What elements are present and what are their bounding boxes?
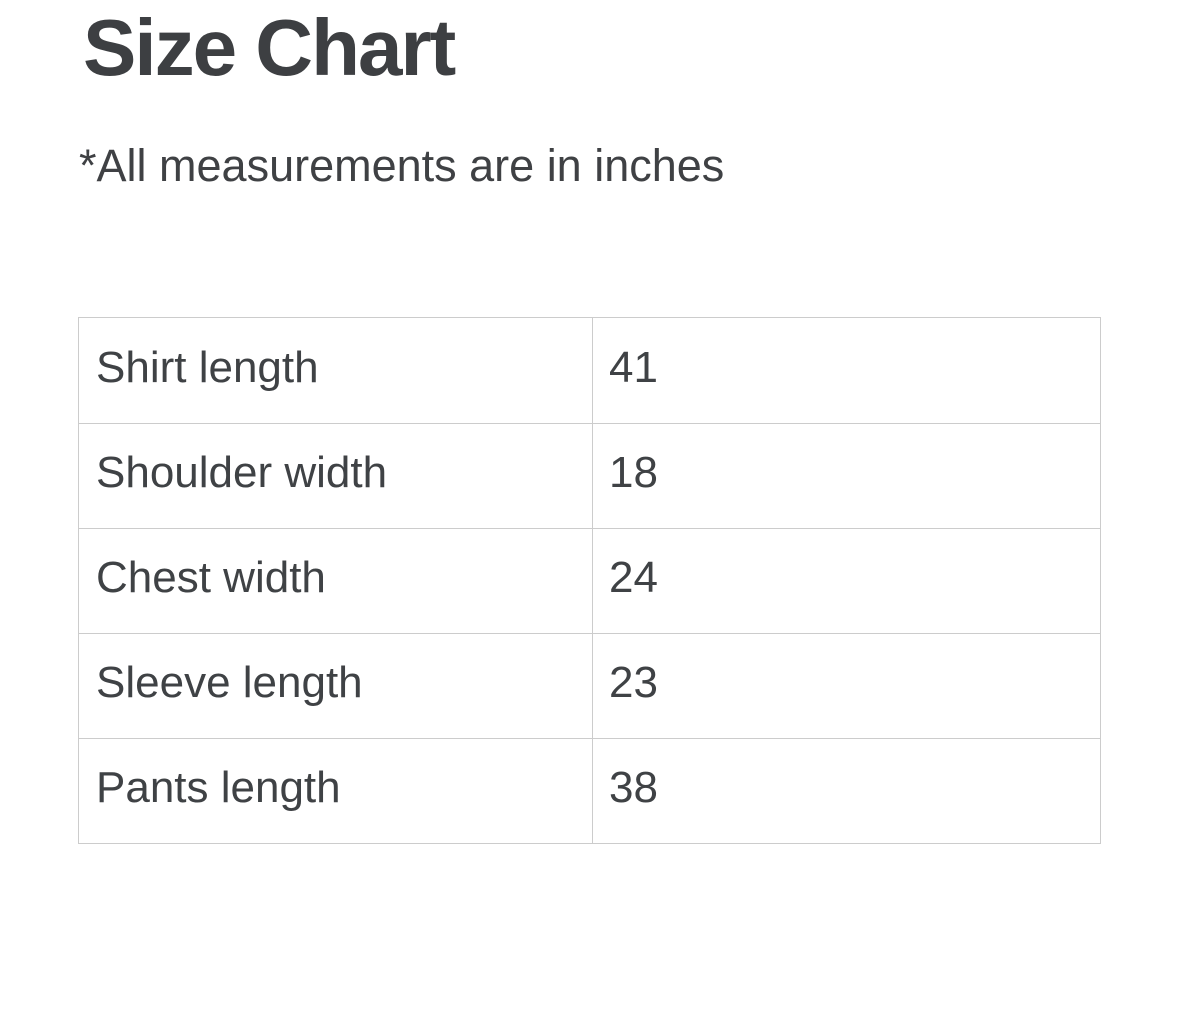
- measurement-value: 18: [609, 448, 658, 497]
- table-row: Shirt length 41: [79, 318, 1100, 423]
- measurement-label: Pants length: [96, 763, 341, 812]
- table-row: Chest width 24: [79, 528, 1100, 633]
- measurement-label-cell: Shoulder width: [79, 424, 593, 528]
- table-row: Pants length 38: [79, 738, 1100, 843]
- measurement-label-cell: Sleeve length: [79, 634, 593, 738]
- measurement-value-cell: 38: [593, 739, 1100, 843]
- page-title: Size Chart: [83, 3, 456, 92]
- measurement-value: 38: [609, 763, 658, 812]
- measurements-note: *All measurements are in inches: [79, 140, 725, 191]
- measurement-value-cell: 41: [593, 318, 1100, 423]
- measurement-label: Shoulder width: [96, 448, 388, 497]
- measurement-label-cell: Shirt length: [79, 318, 593, 423]
- measurement-label-cell: Pants length: [79, 739, 593, 843]
- table-row: Shoulder width 18: [79, 423, 1100, 528]
- size-table: Shirt length 41 Shoulder width 18 Chest …: [78, 317, 1101, 844]
- measurement-value: 23: [609, 658, 658, 707]
- measurement-label-cell: Chest width: [79, 529, 593, 633]
- measurement-label: Chest width: [96, 553, 326, 602]
- measurement-label: Sleeve length: [96, 658, 363, 707]
- measurement-value: 41: [609, 342, 658, 392]
- table-row: Sleeve length 23: [79, 633, 1100, 738]
- measurement-value-cell: 23: [593, 634, 1100, 738]
- measurement-label: Shirt length: [96, 342, 319, 392]
- measurement-value: 24: [609, 553, 658, 602]
- measurement-value-cell: 18: [593, 424, 1100, 528]
- measurement-value-cell: 24: [593, 529, 1100, 633]
